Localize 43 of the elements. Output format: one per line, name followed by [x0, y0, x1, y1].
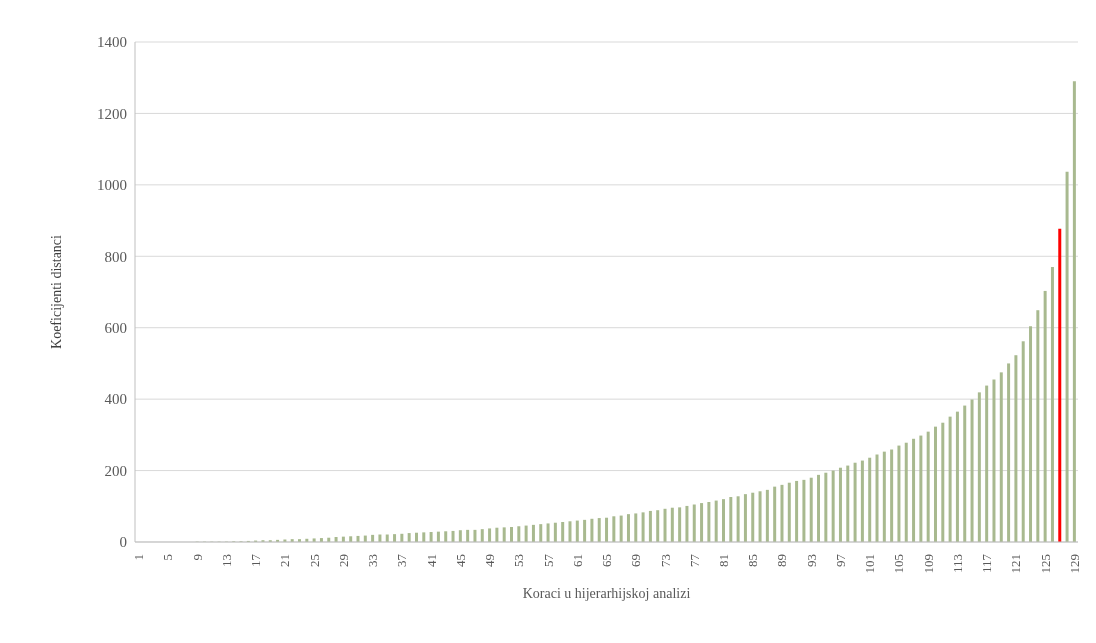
x-tick-label: 37	[394, 553, 410, 567]
x-tick-label: 113	[949, 554, 965, 574]
y-tick-label: 400	[104, 391, 127, 408]
y-tick-label: 1400	[97, 34, 127, 51]
x-tick-label: 105	[891, 554, 907, 574]
x-tick-label: 85	[745, 554, 761, 567]
x-tick-label: 21	[277, 554, 293, 567]
x-tick-label: 61	[569, 554, 585, 567]
x-tick-label: 57	[540, 553, 556, 567]
x-tick-label: 29	[335, 554, 351, 567]
x-tick-label: 73	[657, 554, 673, 567]
x-tick-label: 77	[686, 553, 702, 567]
x-tick-label: 5	[160, 554, 176, 561]
x-tick-label: 93	[803, 554, 819, 567]
x-tick-label: 129	[1066, 554, 1082, 574]
x-tick-label: 69	[628, 554, 644, 567]
y-tick-label: 1200	[97, 105, 127, 122]
y-tick-label: 0	[119, 534, 127, 551]
x-tick-label: 65	[599, 554, 615, 567]
x-tick-label: 41	[423, 554, 439, 567]
x-tick-label: 13	[218, 554, 234, 567]
y-tick-label: 600	[104, 320, 127, 337]
x-tick-label: 121	[1008, 554, 1024, 574]
y-tick-label: 200	[104, 462, 127, 479]
x-tick-label: 97	[832, 553, 848, 567]
x-tick-label: 1	[131, 554, 147, 561]
x-tick-label: 9	[189, 554, 205, 561]
y-axis-title: Koeficijenti distanci	[48, 234, 64, 349]
x-tick-label: 101	[862, 554, 878, 574]
x-tick-label: 25	[306, 554, 322, 567]
x-tick-label: 109	[920, 554, 936, 574]
x-tick-label: 117	[979, 553, 995, 574]
x-tick-label: 89	[774, 554, 790, 567]
x-tick-label: 49	[482, 554, 498, 567]
y-tick-label: 1000	[97, 177, 127, 194]
x-tick-label: 33	[365, 554, 381, 567]
x-tick-label: 17	[248, 553, 264, 567]
x-tick-label: 125	[1037, 554, 1053, 574]
y-tick-label: 800	[104, 248, 127, 265]
x-tick-label: 45	[452, 554, 468, 567]
x-tick-label: 53	[511, 554, 527, 567]
x-tick-label: 81	[716, 554, 732, 567]
x-axis-title: Koraci u hijerarhijskoj analizi	[522, 586, 691, 601]
